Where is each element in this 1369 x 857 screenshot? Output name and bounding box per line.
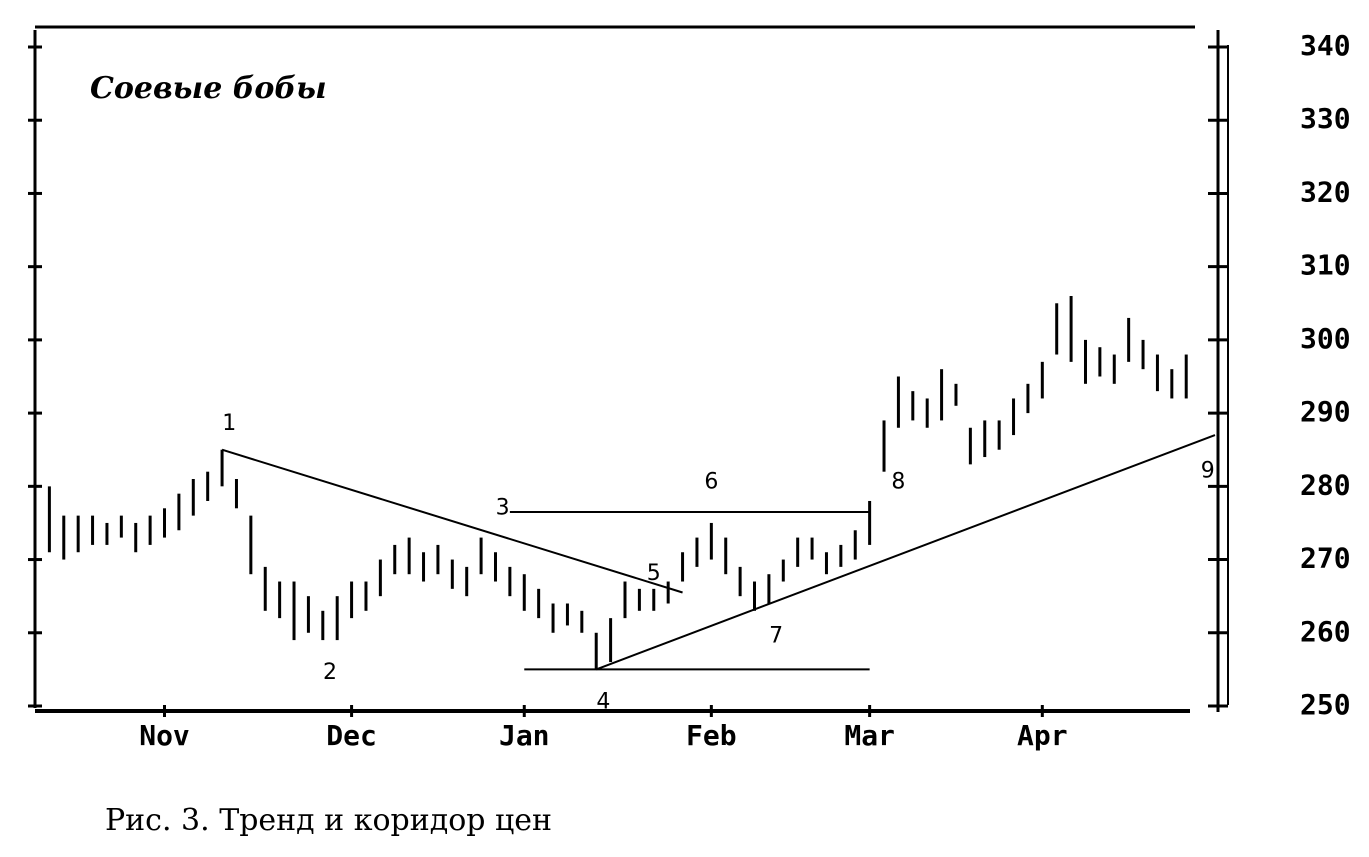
annotation: 1 [222,411,236,436]
annotation: 4 [596,689,610,714]
y-tick-label: 300 [1300,322,1351,355]
annotation: 2 [323,660,337,685]
x-tick-label: Apr [1017,719,1068,752]
y-tick-label: 290 [1300,395,1351,428]
y-tick-label: 260 [1300,615,1351,648]
annotation: 9 [1201,459,1215,484]
chart-title: Соевые бобы [90,71,327,106]
x-tick-label: Mar [844,719,895,752]
annotation: 7 [769,623,783,648]
trend-line [595,434,1216,671]
annotation: 3 [496,495,510,520]
annotation: 5 [647,561,661,586]
y-tick-label: 270 [1300,542,1351,575]
y-tick-label: 310 [1300,249,1351,282]
x-tick-label: Dec [326,719,377,752]
y-tick-label: 340 [1300,29,1351,62]
x-tick-label: Feb [686,719,737,752]
y-tick-label: 280 [1300,468,1351,501]
caption: Рис. 3. Тренд и коридор цен [105,803,552,838]
annotation: 8 [891,470,905,495]
y-tick-label: 330 [1300,102,1351,135]
trend-line [221,448,683,594]
y-tick-label: 320 [1300,175,1351,208]
x-tick-label: Jan [499,719,550,752]
annotation: 6 [704,470,718,495]
x-tick-label: Nov [139,719,190,752]
y-tick-label: 250 [1300,688,1351,721]
